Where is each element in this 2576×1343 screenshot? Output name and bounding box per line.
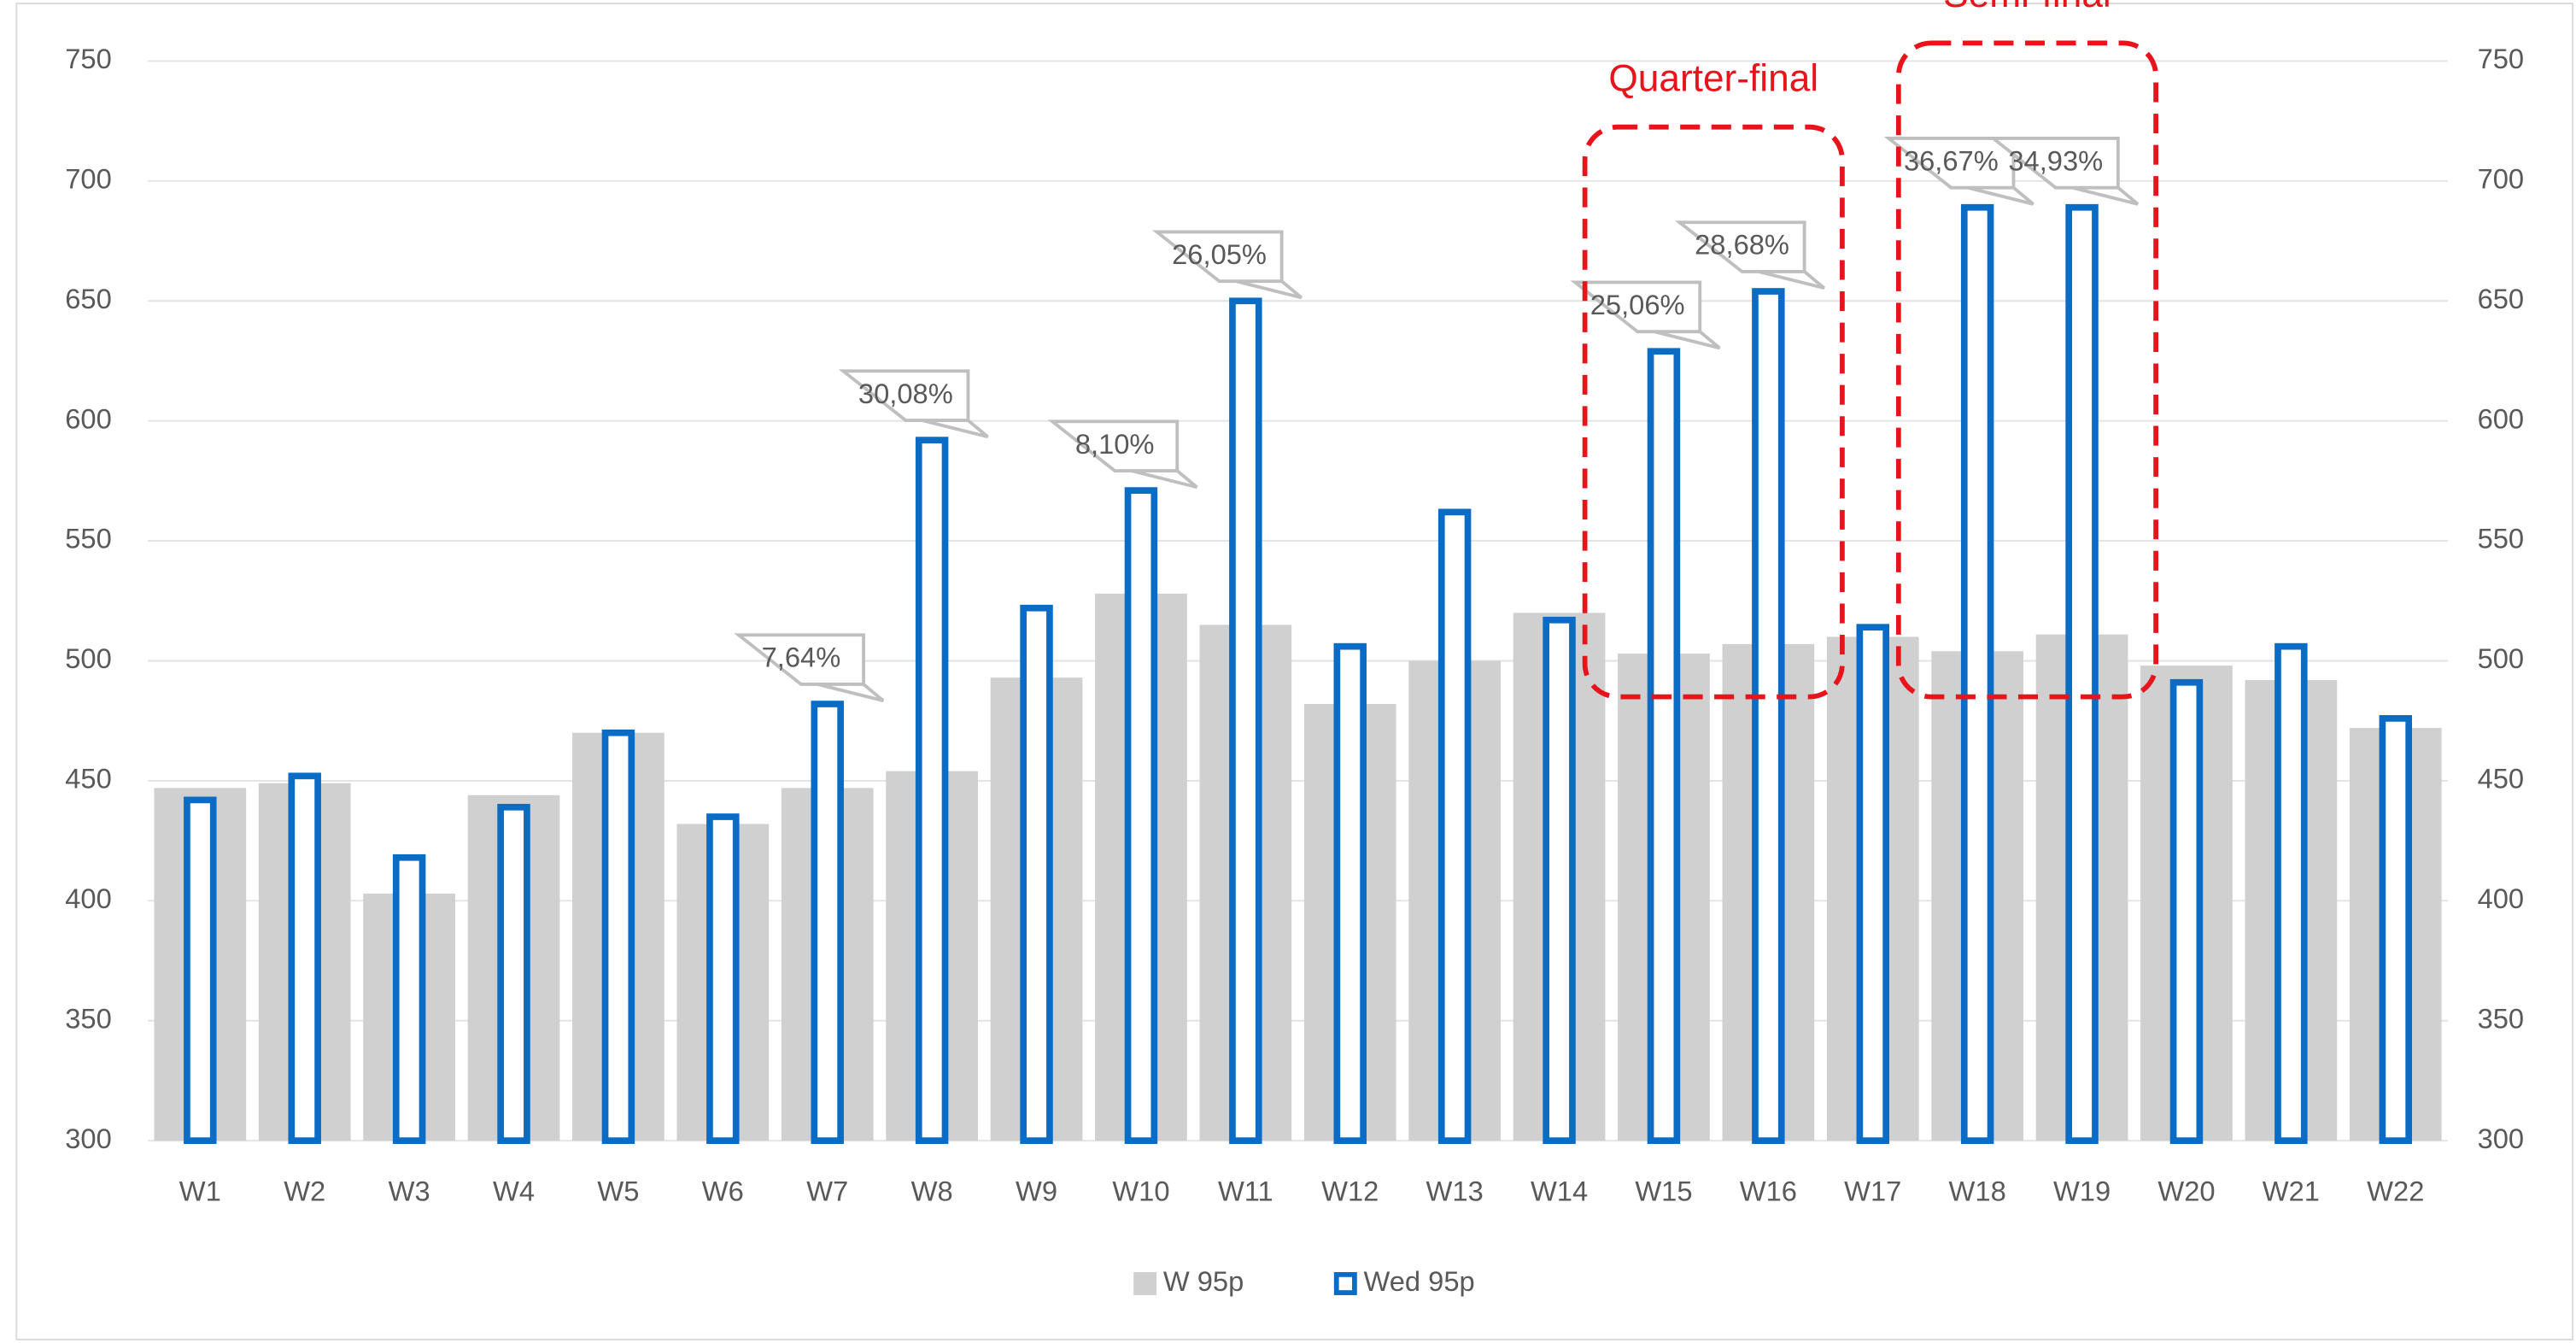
y-tick-label: 500 <box>65 642 112 674</box>
x-tick-label: W10 <box>1112 1175 1169 1206</box>
y2-tick-label: 400 <box>2478 883 2525 914</box>
callout-label: 34,93% <box>2008 144 2103 176</box>
callout-box <box>1988 137 2140 206</box>
bar-outline <box>2379 715 2413 1144</box>
callout-label: 36,67% <box>1904 144 1999 176</box>
bar-outline <box>2065 203 2099 1144</box>
y2-tick-label: 450 <box>2478 763 2525 795</box>
y2-tick-label: 650 <box>2478 283 2525 314</box>
y2-tick-label: 350 <box>2478 1002 2525 1034</box>
callout-box <box>1570 280 1721 350</box>
x-tick-label: W16 <box>1740 1175 1797 1206</box>
callout-box <box>1047 419 1198 490</box>
legend-label: Wed 95p <box>1363 1265 1474 1297</box>
bar-outline <box>1752 288 1785 1144</box>
x-tick-label: W21 <box>2263 1175 2320 1206</box>
bar-outline <box>1960 203 1994 1144</box>
y-tick-label: 550 <box>65 523 112 554</box>
callout-label: 28,68% <box>1695 229 1789 261</box>
annotation-label: Semi-final <box>1943 0 2111 15</box>
x-tick-label: W14 <box>1531 1175 1588 1206</box>
x-tick-label: W20 <box>2157 1175 2215 1206</box>
x-tick-label: W19 <box>2053 1175 2111 1206</box>
y-tick-label: 350 <box>65 1002 112 1034</box>
y-tick-label: 400 <box>65 883 112 914</box>
bar-outline <box>1856 624 1889 1144</box>
y2-tick-label: 550 <box>2478 523 2525 554</box>
bar-outline <box>1229 297 1262 1144</box>
callout-box <box>734 633 885 703</box>
y-tick-label: 450 <box>65 763 112 795</box>
bar-outline <box>601 729 635 1144</box>
annotation-box <box>1895 40 2159 700</box>
y-tick-label: 650 <box>65 283 112 314</box>
bar-outline <box>1124 487 1158 1144</box>
bar-outline <box>288 772 321 1144</box>
bar-outline <box>2274 642 2308 1144</box>
legend-label: W 95p <box>1163 1265 1244 1297</box>
callout-box <box>838 369 989 439</box>
y2-tick-label: 500 <box>2478 642 2525 674</box>
x-tick-label: W17 <box>1844 1175 1901 1206</box>
bar-outline <box>1333 642 1367 1144</box>
legend-swatch <box>1333 1272 1357 1295</box>
annotation-label: Quarter-final <box>1608 58 1818 100</box>
x-tick-label: W2 <box>284 1175 325 1206</box>
bar-outline <box>1543 616 1576 1144</box>
y-tick-label: 750 <box>65 43 112 74</box>
callout-label: 7,64% <box>762 642 841 673</box>
y-tick-label: 600 <box>65 402 112 434</box>
x-tick-label: W1 <box>179 1175 221 1206</box>
x-tick-label: W8 <box>911 1175 953 1206</box>
y-tick-label: 300 <box>65 1123 112 1154</box>
bar-outline <box>184 796 217 1144</box>
x-tick-label: W7 <box>806 1175 848 1206</box>
bar-outline <box>392 853 426 1144</box>
x-tick-label: W6 <box>702 1175 744 1206</box>
y2-tick-label: 600 <box>2478 402 2525 434</box>
x-tick-label: W15 <box>1635 1175 1692 1206</box>
callout-label: 30,08% <box>858 378 953 409</box>
y2-tick-label: 300 <box>2478 1123 2525 1154</box>
x-tick-label: W4 <box>493 1175 535 1206</box>
callout-box <box>1674 220 1825 290</box>
bar-outline <box>706 813 740 1144</box>
bar-outline <box>1437 508 1472 1144</box>
x-tick-label: W3 <box>389 1175 430 1206</box>
legend-swatch <box>1133 1272 1157 1295</box>
x-tick-label: W13 <box>1426 1175 1484 1206</box>
x-tick-label: W11 <box>1218 1175 1273 1206</box>
x-tick-label: W9 <box>1016 1175 1057 1206</box>
x-tick-label: W12 <box>1321 1175 1379 1206</box>
x-tick-label: W5 <box>597 1175 639 1206</box>
annotation-box <box>1582 124 1845 700</box>
bar-outline <box>2169 678 2204 1144</box>
callout-label: 26,05% <box>1172 238 1267 270</box>
bar-outline <box>915 437 949 1144</box>
callout-label: 8,10% <box>1075 428 1155 460</box>
x-tick-label: W22 <box>2367 1175 2424 1206</box>
x-tick-label: W18 <box>1949 1175 2006 1206</box>
y-tick-label: 700 <box>65 162 112 194</box>
callout-box <box>1151 230 1303 300</box>
bar-outline <box>1647 348 1681 1144</box>
bar-outline <box>811 701 844 1144</box>
bar-outline <box>497 803 530 1144</box>
y2-tick-label: 700 <box>2478 162 2525 194</box>
y2-tick-label: 750 <box>2478 43 2525 74</box>
bar-outline <box>1020 604 1053 1144</box>
callout-label: 25,06% <box>1590 289 1685 320</box>
